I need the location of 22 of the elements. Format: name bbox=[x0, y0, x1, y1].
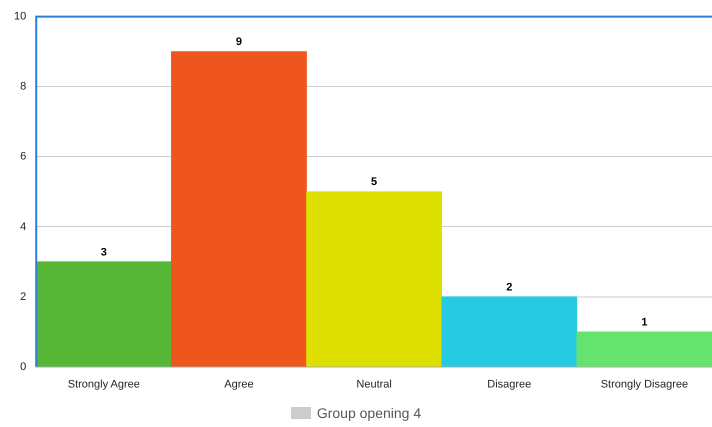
bar bbox=[36, 261, 172, 367]
bar bbox=[441, 296, 578, 367]
bar bbox=[306, 191, 442, 367]
y-tick-label: 6 bbox=[20, 150, 26, 163]
x-tick-label: Strongly Disagree bbox=[600, 378, 688, 390]
y-tick-label: 2 bbox=[20, 290, 26, 303]
data-label: 1 bbox=[641, 316, 648, 328]
data-label: 3 bbox=[100, 246, 107, 258]
bar bbox=[576, 331, 712, 367]
y-tick-label: 8 bbox=[20, 80, 26, 93]
x-tick-label: Disagree bbox=[487, 378, 532, 390]
data-label: 2 bbox=[506, 281, 512, 294]
text: Group opening 4 bbox=[316, 404, 422, 420]
bar bbox=[171, 51, 307, 367]
x-tick-label: Agree bbox=[224, 378, 254, 390]
data-label: 5 bbox=[371, 176, 378, 188]
y-tick-label: 0 bbox=[20, 360, 26, 373]
y-tick-label: 4 bbox=[20, 220, 26, 233]
data-label: 9 bbox=[236, 36, 242, 48]
y-tick-label: 10 bbox=[14, 10, 26, 23]
x-tick-label: Neutral bbox=[356, 378, 392, 390]
x-tick-label: Strongly Agree bbox=[68, 378, 140, 390]
